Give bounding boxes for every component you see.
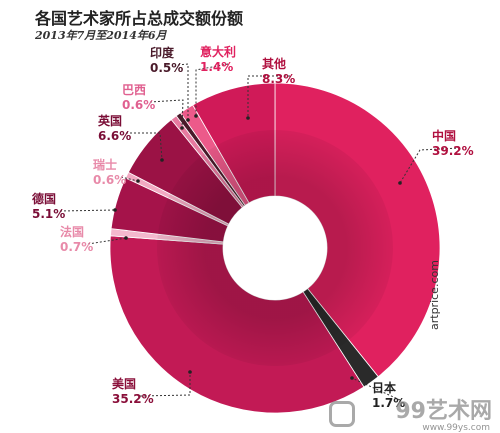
leader-line-法国: [87, 237, 127, 245]
slice-value-印度: 0.5%: [150, 61, 183, 75]
leader-line-日本: [351, 377, 401, 401]
leader-line-意大利: [195, 63, 229, 116]
slice-value-德国: 5.1%: [32, 207, 65, 221]
slice-value-日本: 1.7%: [372, 396, 405, 410]
slice-value-意大利: 1.4%: [200, 60, 233, 74]
leader-line-巴西: [149, 99, 184, 129]
credit-text: artprice.com: [428, 260, 441, 330]
slice-name-其他: 其他: [262, 56, 286, 71]
leader-line-其他: [247, 75, 290, 118]
slice-value-法国: 0.7%: [60, 240, 93, 254]
slice-value-英国: 6.6%: [98, 129, 131, 143]
slice-value-其他: 8.3%: [262, 72, 295, 86]
leader-dot-德国: [113, 208, 117, 212]
slice-name-英国: 英国: [98, 113, 122, 128]
watermark-url: www.99ys.com: [422, 423, 490, 433]
slice-name-瑞士: 瑞士: [93, 157, 117, 172]
leader-dot-中国: [398, 181, 402, 185]
leader-dot-其他: [246, 116, 250, 120]
watermark-text: 99艺术网: [395, 399, 492, 424]
slice-name-法国: 法国: [60, 224, 84, 239]
slice-name-美国: 美国: [112, 376, 136, 391]
slice-name-中国: 中国: [432, 128, 456, 143]
slice-name-日本: 日本: [372, 380, 396, 395]
leader-dot-印度: [186, 118, 190, 122]
slice-name-印度: 印度: [150, 45, 175, 60]
leader-line-美国: [139, 372, 191, 397]
leader-dot-美国: [188, 370, 192, 374]
slice-name-巴西: 巴西: [122, 83, 146, 97]
leader-line-德国: [59, 209, 116, 212]
slice-name-意大利: 意大利: [200, 44, 236, 59]
leader-dot-英国: [160, 158, 164, 162]
leader-line-瑞士: [120, 176, 139, 182]
slice-name-德国: 德国: [32, 191, 56, 206]
chart-subtitle: 2013年7月至2014年6月: [35, 29, 167, 42]
leader-dot-巴西: [180, 126, 184, 130]
leader-dot-意大利: [194, 114, 198, 118]
slice-value-美国: 35.2%: [112, 392, 154, 406]
leader-line-中国: [399, 147, 461, 184]
leader-dot-日本: [350, 376, 354, 380]
chart-title: 各国艺术家所占总成交额份额: [35, 9, 244, 28]
slice-value-中国: 39.2%: [432, 144, 474, 158]
watermark-logo-icon: [329, 401, 355, 427]
slice-value-瑞士: 0.6%: [93, 173, 126, 187]
leader-dot-法国: [124, 236, 128, 240]
slice-value-巴西: 0.6%: [122, 98, 155, 112]
leader-line-英国: [126, 132, 163, 161]
leader-dot-瑞士: [136, 179, 140, 183]
donut-hole: [223, 196, 327, 300]
